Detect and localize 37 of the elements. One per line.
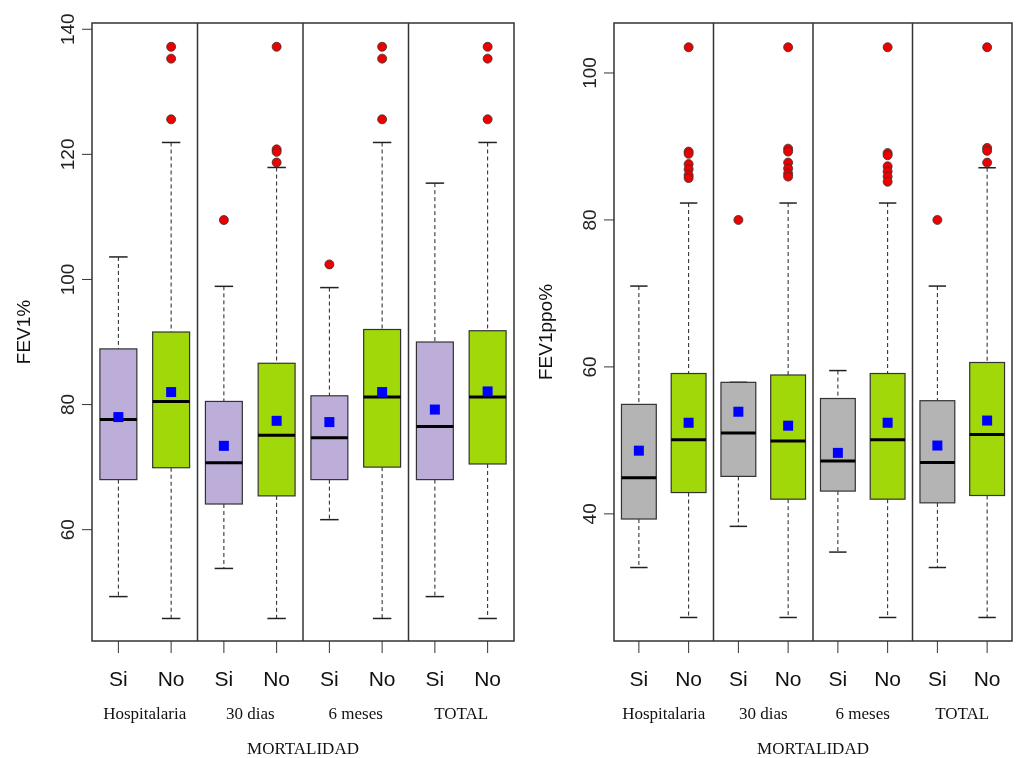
- text: 30 dias: [738, 704, 788, 723]
- text: Hospitalaria: [622, 704, 706, 723]
- x-axis-title: MORTALIDAD: [247, 739, 359, 758]
- text: 30 dias: [225, 704, 275, 723]
- x-tick-label: Si: [928, 667, 947, 690]
- x-tick-label: No: [874, 667, 902, 690]
- y-tick-label: 80: [579, 209, 600, 231]
- x-tick-label: Si: [214, 667, 234, 690]
- text: 6 meses: [835, 704, 890, 723]
- text: 6 meses: [328, 704, 383, 723]
- y-tick-label: 100: [57, 263, 78, 296]
- x-axis-title: MORTALIDAD: [757, 739, 869, 758]
- text: TOTAL: [935, 704, 990, 723]
- x-tick-label: No: [973, 667, 1001, 690]
- x-tick-label: Si: [828, 667, 848, 690]
- x-tick-label: No: [368, 667, 396, 690]
- y-tick-label: 80: [57, 393, 78, 416]
- text: TOTAL: [434, 704, 489, 723]
- x-tick-label: Si: [109, 667, 128, 690]
- y-tick-label: 60: [579, 356, 600, 378]
- y-tick-label: 120: [57, 138, 78, 171]
- x-tick-label: No: [474, 667, 502, 690]
- x-tick-label: Si: [729, 667, 748, 690]
- y-axis-title: FEV1%: [13, 299, 34, 365]
- x-tick-label: Si: [425, 667, 445, 690]
- y-tick-label: 100: [579, 57, 600, 89]
- y-tick-label: 60: [57, 519, 78, 541]
- x-tick-label: Si: [320, 667, 339, 690]
- x-tick-label: No: [157, 667, 185, 690]
- text: Hospitalaria: [103, 704, 187, 723]
- x-tick-label: No: [675, 667, 703, 690]
- x-tick-label: No: [263, 667, 291, 690]
- y-tick-label: 40: [579, 503, 600, 525]
- y-axis-title: FEV1ppo%: [535, 283, 556, 381]
- x-tick-label: Si: [629, 667, 649, 690]
- y-tick-label: 140: [57, 13, 78, 46]
- x-tick-label: No: [774, 667, 802, 690]
